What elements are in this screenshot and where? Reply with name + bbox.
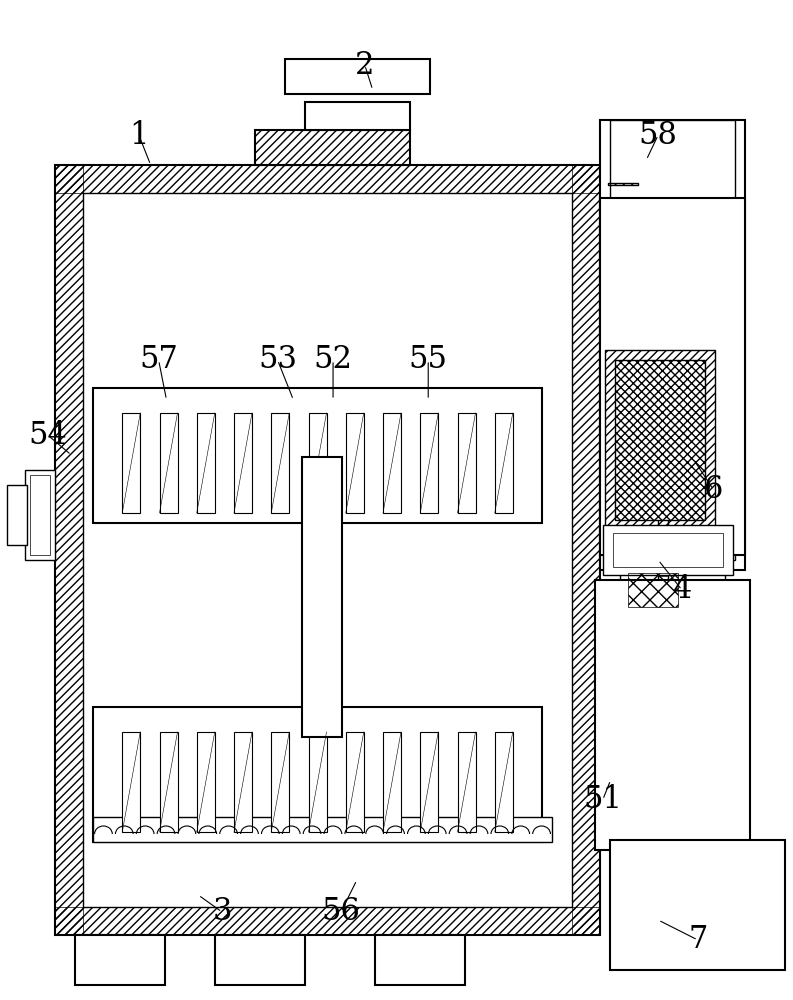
- Bar: [75, 935, 165, 985]
- Bar: [159, 732, 178, 832]
- Bar: [7, 485, 27, 545]
- Bar: [610, 840, 785, 970]
- Bar: [572, 165, 600, 935]
- Bar: [305, 102, 410, 130]
- Bar: [495, 413, 513, 513]
- Bar: [595, 580, 750, 850]
- Bar: [255, 130, 410, 165]
- Bar: [122, 732, 140, 832]
- Bar: [658, 510, 668, 700]
- Bar: [495, 732, 513, 832]
- Bar: [93, 817, 552, 842]
- Bar: [103, 707, 532, 732]
- Bar: [613, 533, 723, 567]
- Bar: [25, 470, 55, 560]
- Bar: [159, 413, 178, 513]
- Bar: [271, 413, 289, 513]
- Text: 57: 57: [139, 344, 178, 375]
- Bar: [610, 120, 735, 560]
- Bar: [55, 165, 83, 935]
- Bar: [653, 685, 673, 700]
- Bar: [285, 59, 430, 94]
- Text: 56: 56: [321, 896, 361, 928]
- Bar: [635, 620, 650, 635]
- Bar: [308, 732, 327, 832]
- Text: 3: 3: [213, 896, 232, 928]
- Bar: [605, 350, 715, 530]
- Bar: [271, 732, 289, 832]
- Text: 51: 51: [583, 784, 623, 816]
- Bar: [420, 732, 439, 832]
- Bar: [383, 413, 401, 513]
- Bar: [255, 130, 410, 165]
- Bar: [346, 732, 364, 832]
- Bar: [420, 413, 439, 513]
- Bar: [725, 650, 730, 695]
- Bar: [375, 935, 465, 985]
- Bar: [600, 120, 745, 570]
- Bar: [383, 732, 401, 832]
- Bar: [608, 183, 638, 185]
- Bar: [458, 413, 476, 513]
- Bar: [608, 183, 638, 185]
- Bar: [55, 165, 600, 935]
- Bar: [487, 627, 547, 652]
- Text: 7: 7: [688, 924, 707, 956]
- Bar: [648, 615, 678, 685]
- Bar: [215, 935, 305, 985]
- Bar: [93, 707, 542, 842]
- Bar: [615, 360, 705, 520]
- Text: 2: 2: [355, 49, 374, 81]
- Text: 52: 52: [313, 344, 353, 375]
- Bar: [628, 573, 678, 607]
- Bar: [542, 617, 567, 662]
- Text: 53: 53: [258, 344, 297, 375]
- Bar: [615, 360, 705, 520]
- Bar: [83, 193, 572, 907]
- Bar: [620, 565, 725, 615]
- Bar: [55, 907, 600, 935]
- Bar: [88, 804, 557, 854]
- Bar: [234, 413, 252, 513]
- Text: 58: 58: [638, 119, 678, 150]
- Bar: [675, 650, 730, 695]
- Bar: [605, 350, 715, 530]
- Bar: [122, 413, 140, 513]
- Bar: [458, 732, 476, 832]
- Bar: [600, 198, 745, 555]
- Bar: [550, 668, 559, 676]
- Text: 54: 54: [29, 420, 67, 450]
- Text: 55: 55: [408, 344, 448, 375]
- Bar: [234, 732, 252, 832]
- Bar: [197, 732, 215, 832]
- Bar: [30, 475, 50, 555]
- Text: 4: 4: [672, 574, 691, 605]
- Bar: [93, 388, 542, 523]
- Bar: [197, 413, 215, 513]
- Text: 1: 1: [129, 119, 148, 150]
- Bar: [603, 525, 733, 575]
- Bar: [547, 660, 562, 670]
- Bar: [103, 388, 532, 413]
- Bar: [55, 165, 600, 193]
- Bar: [308, 413, 327, 513]
- Bar: [302, 457, 342, 737]
- Text: 6: 6: [704, 475, 723, 506]
- Bar: [346, 413, 364, 513]
